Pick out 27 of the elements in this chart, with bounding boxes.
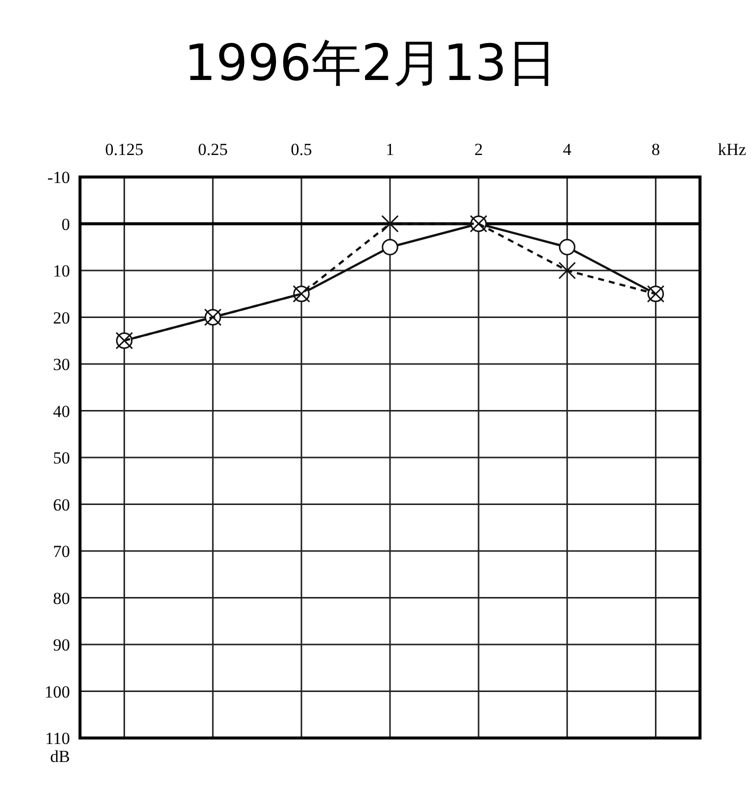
x-tick-label: 0.25 — [198, 140, 228, 159]
point — [381, 215, 399, 232]
x-tick-label: 1 — [386, 140, 394, 159]
y-tick-label: -10 — [47, 168, 70, 187]
point — [558, 262, 576, 280]
x-tick-label: 8 — [651, 140, 660, 159]
x-axis-title: kHz — [718, 140, 747, 159]
x-tick-label: 0.5 — [290, 140, 312, 159]
y-tick-label: 50 — [53, 448, 70, 468]
point — [382, 238, 398, 256]
point — [558, 238, 576, 256]
y-tick-label: 60 — [53, 495, 70, 514]
y-tick-label: 70 — [53, 542, 70, 561]
y-tick-label: 80 — [53, 588, 70, 608]
y-tick-label: 90 — [53, 636, 70, 654]
y-tick-label: 40 — [53, 402, 70, 421]
y-tick-label: 110 — [45, 729, 70, 748]
chart-title: 1996年2月13日 — [184, 34, 557, 92]
y-tick-label: 0 — [62, 214, 70, 234]
y-tick-label: 100 — [44, 682, 70, 702]
y-tick-label: 20 — [53, 308, 70, 328]
x-tick-label: 0.125 — [105, 140, 144, 159]
y-tick-label: 30 — [53, 355, 70, 374]
x-tick-label: 4 — [562, 140, 572, 159]
y-axis-title: dB — [50, 747, 70, 766]
x-tick-label: 2 — [474, 140, 483, 159]
y-tick-label: 10 — [53, 262, 70, 280]
